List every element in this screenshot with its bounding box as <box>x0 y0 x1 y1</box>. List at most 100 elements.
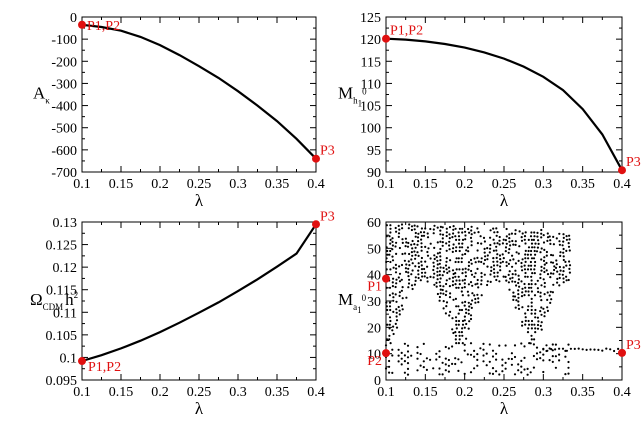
scatter-point <box>461 268 464 271</box>
scatter-point <box>549 290 552 293</box>
scatter-point <box>533 272 536 275</box>
scatter-point <box>476 364 479 367</box>
scatter-point <box>558 284 561 287</box>
scatter-point <box>530 312 533 315</box>
scatter-point <box>527 249 530 253</box>
scatter-point <box>567 360 570 364</box>
scatter-point <box>404 237 407 240</box>
scatter-point <box>388 365 391 368</box>
scatter-point <box>464 300 467 303</box>
scatter-point <box>568 260 571 263</box>
scatter-point <box>435 285 438 288</box>
scatter-point <box>413 224 416 227</box>
scatter-point <box>451 317 454 320</box>
scatter-point <box>388 338 391 341</box>
scatter-point <box>426 280 429 283</box>
scatter-point <box>451 250 454 253</box>
scatter-point <box>530 279 533 282</box>
highlight-point <box>382 349 390 358</box>
scatter-point <box>524 260 527 263</box>
scatter-point <box>460 361 463 364</box>
scatter-point <box>420 256 423 260</box>
scatter-point <box>441 237 444 240</box>
scatter-point <box>407 282 411 285</box>
x-tick-label: 0.2 <box>151 385 169 400</box>
scatter-point <box>454 260 457 264</box>
scatter-point <box>514 262 518 265</box>
scatter-point <box>504 246 508 249</box>
scatter-point <box>444 363 447 366</box>
scatter-point <box>613 349 616 353</box>
scatter-point <box>433 257 436 261</box>
scatter-point <box>530 286 533 289</box>
scatter-point <box>463 278 466 281</box>
scatter-point <box>397 354 400 357</box>
scatter-point <box>401 241 404 244</box>
scatter-point <box>524 242 527 245</box>
scatter-point <box>496 231 499 234</box>
scatter-point <box>509 277 512 280</box>
scatter-point <box>464 252 467 256</box>
scatter-point <box>391 244 394 247</box>
scatter-point <box>385 224 388 227</box>
scatter-point <box>532 366 536 369</box>
scatter-point <box>520 295 524 298</box>
scatter-point <box>438 367 441 370</box>
scatter-point <box>455 323 458 326</box>
scatter-point <box>562 247 565 251</box>
scatter-point <box>442 307 445 310</box>
scatter-point <box>517 259 520 262</box>
scatter-point <box>420 268 424 271</box>
scatter-point <box>445 257 448 260</box>
scatter-point <box>460 331 463 334</box>
scatter-point <box>565 279 568 282</box>
scatter-point <box>507 251 510 254</box>
x-tick-label: 0.3 <box>229 385 247 400</box>
scatter-point <box>530 249 533 253</box>
scatter-point <box>452 331 455 335</box>
y-tick-label: 60 <box>367 216 381 231</box>
scatter-point <box>585 348 588 351</box>
scatter-point <box>388 334 391 337</box>
scatter-point <box>512 243 515 246</box>
scatter-point <box>480 272 483 275</box>
x-tick-label: 0.35 <box>265 177 290 192</box>
scatter-point <box>554 355 558 358</box>
scatter-point <box>597 348 600 351</box>
scatter-point <box>461 327 464 330</box>
scatter-point <box>534 327 537 330</box>
scatter-point <box>461 279 464 282</box>
scatter-point <box>533 323 536 326</box>
scatter-point <box>398 246 401 250</box>
scatter-point <box>441 233 445 236</box>
scatter-point <box>389 227 392 230</box>
scatter-point <box>539 324 542 327</box>
scatter-point <box>435 358 438 361</box>
scatter-point <box>438 262 441 265</box>
scatter-point <box>526 373 529 376</box>
scatter-point <box>439 225 442 228</box>
scatter-point <box>463 319 466 322</box>
data-curve <box>81 23 317 160</box>
scatter-point <box>517 363 520 366</box>
scatter-point <box>442 300 445 303</box>
scatter-point <box>414 246 417 249</box>
scatter-point <box>468 231 471 234</box>
scatter-point <box>476 353 479 356</box>
scatter-point <box>392 310 395 313</box>
scatter-point <box>432 228 435 231</box>
scatter-point <box>523 235 527 238</box>
scatter-point <box>498 235 501 239</box>
scatter-point <box>554 343 558 346</box>
x-tick-label: 0.35 <box>570 385 595 400</box>
scatter-point <box>543 270 546 274</box>
scatter-point <box>482 236 486 239</box>
scatter-point <box>567 372 570 375</box>
scatter-point <box>384 367 388 370</box>
scatter-point <box>391 371 394 374</box>
scatter-point <box>489 273 492 276</box>
x-tick-label: 0.1 <box>73 177 91 192</box>
scatter-point <box>529 235 533 238</box>
x-tick-label: 0.25 <box>492 177 517 192</box>
scatter-point <box>454 275 457 278</box>
